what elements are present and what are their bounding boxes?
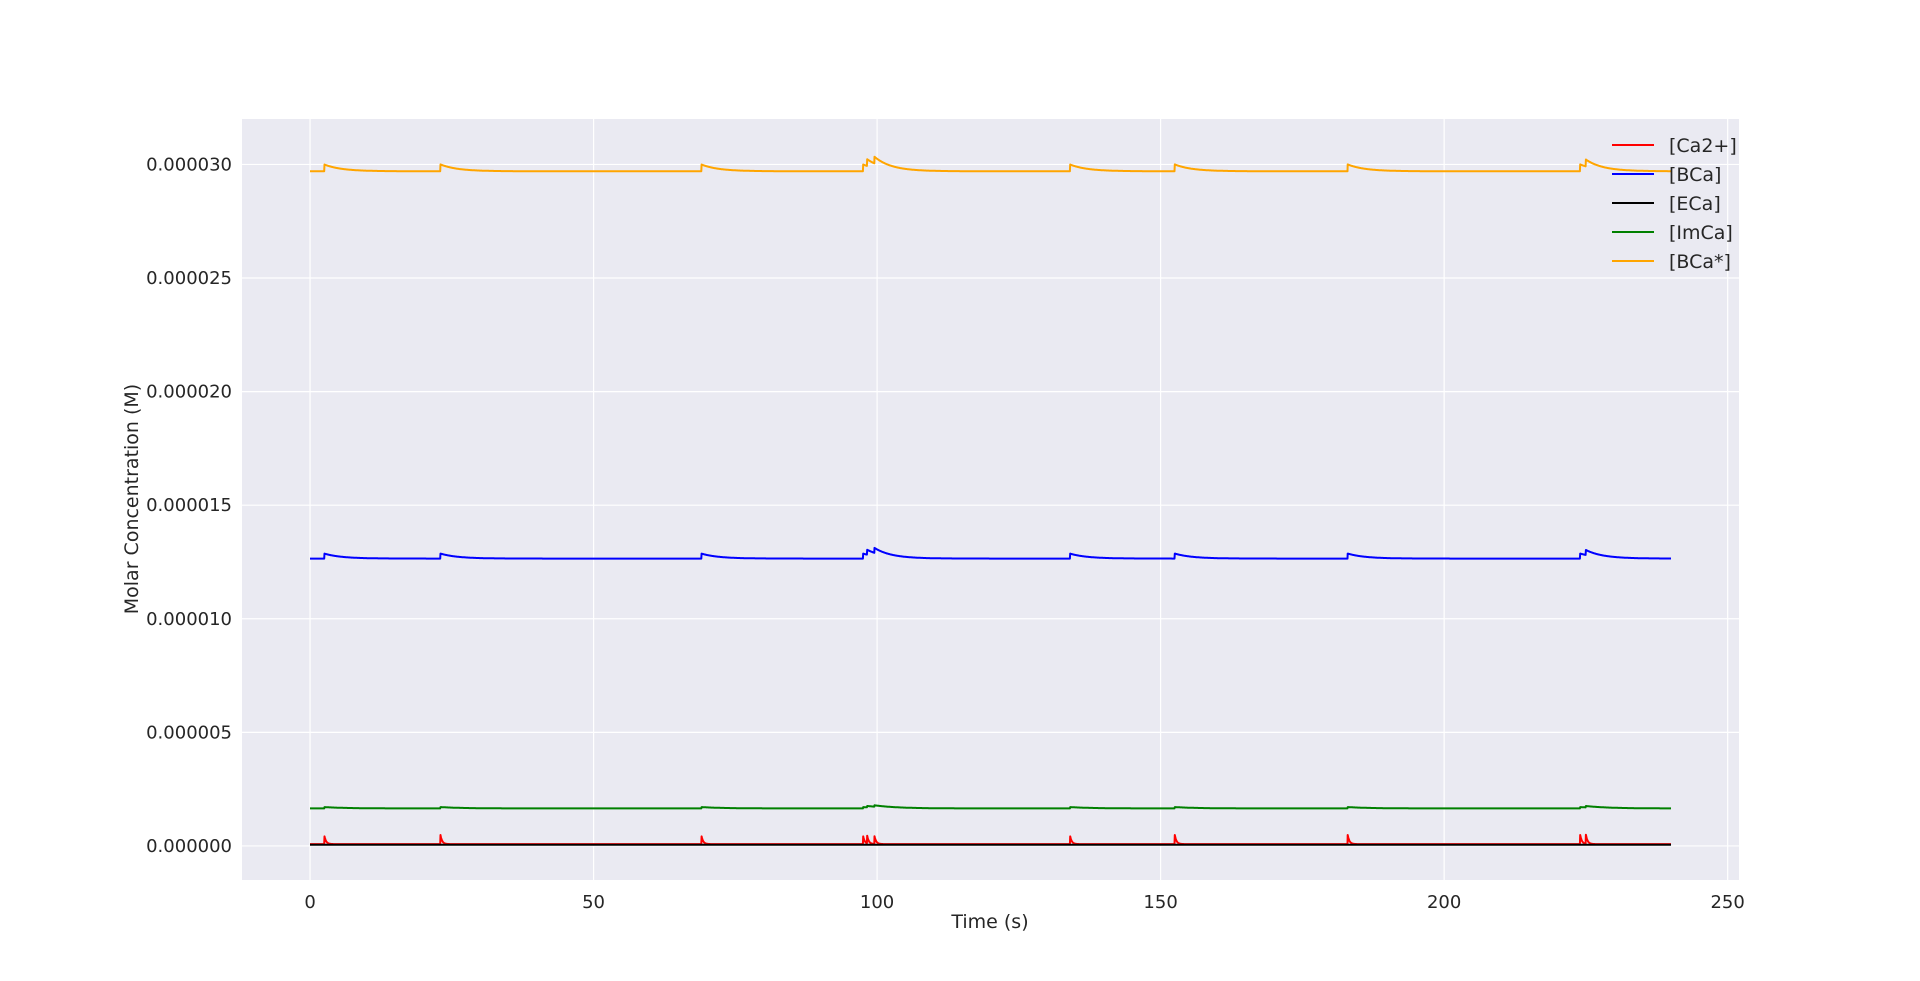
series-lines — [309, 155, 1672, 846]
legend-entry-label: [Ca2+] — [1669, 135, 1737, 157]
y-tick-label: 0.000030 — [146, 154, 232, 175]
legend-entry-label: [BCa] — [1669, 164, 1721, 186]
legend-entry-label: [ECa] — [1669, 193, 1721, 215]
y-tick-label: 0.000020 — [146, 382, 232, 403]
y-tick-label: 0.000005 — [146, 722, 232, 743]
x-axis-label: Time (s) — [950, 911, 1028, 933]
legend-entry-label: [ImCa] — [1669, 222, 1733, 244]
x-tick-label: 100 — [860, 892, 894, 913]
grid-lines — [242, 119, 1739, 880]
x-tick-label: 150 — [1143, 892, 1177, 913]
y-tick-label: 0.000025 — [146, 268, 232, 289]
y-tick-label: 0.000010 — [146, 609, 232, 630]
y-tick-label: 0.000000 — [146, 836, 232, 857]
series-line-3 — [309, 804, 1672, 810]
series-line-1 — [309, 546, 1672, 560]
x-tick-label: 0 — [304, 892, 315, 913]
x-tick-label: 250 — [1710, 892, 1744, 913]
plot-background — [242, 119, 1739, 880]
legend: [Ca2+] [BCa] [ECa] [ImCa] [BCa*] — [1612, 135, 1737, 273]
y-tick-label: 0.000015 — [146, 495, 232, 516]
series-line-4 — [309, 155, 1672, 173]
y-axis-label: Molar Concentration (M) — [121, 384, 143, 614]
x-tick-label: 200 — [1427, 892, 1461, 913]
x-tick-label: 50 — [582, 892, 605, 913]
tick-labels: 0 50 100 150 200 250 0.000000 0.000005 0.000010 0… — [146, 154, 1745, 913]
legend-entry-label: [BCa*] — [1669, 251, 1731, 273]
